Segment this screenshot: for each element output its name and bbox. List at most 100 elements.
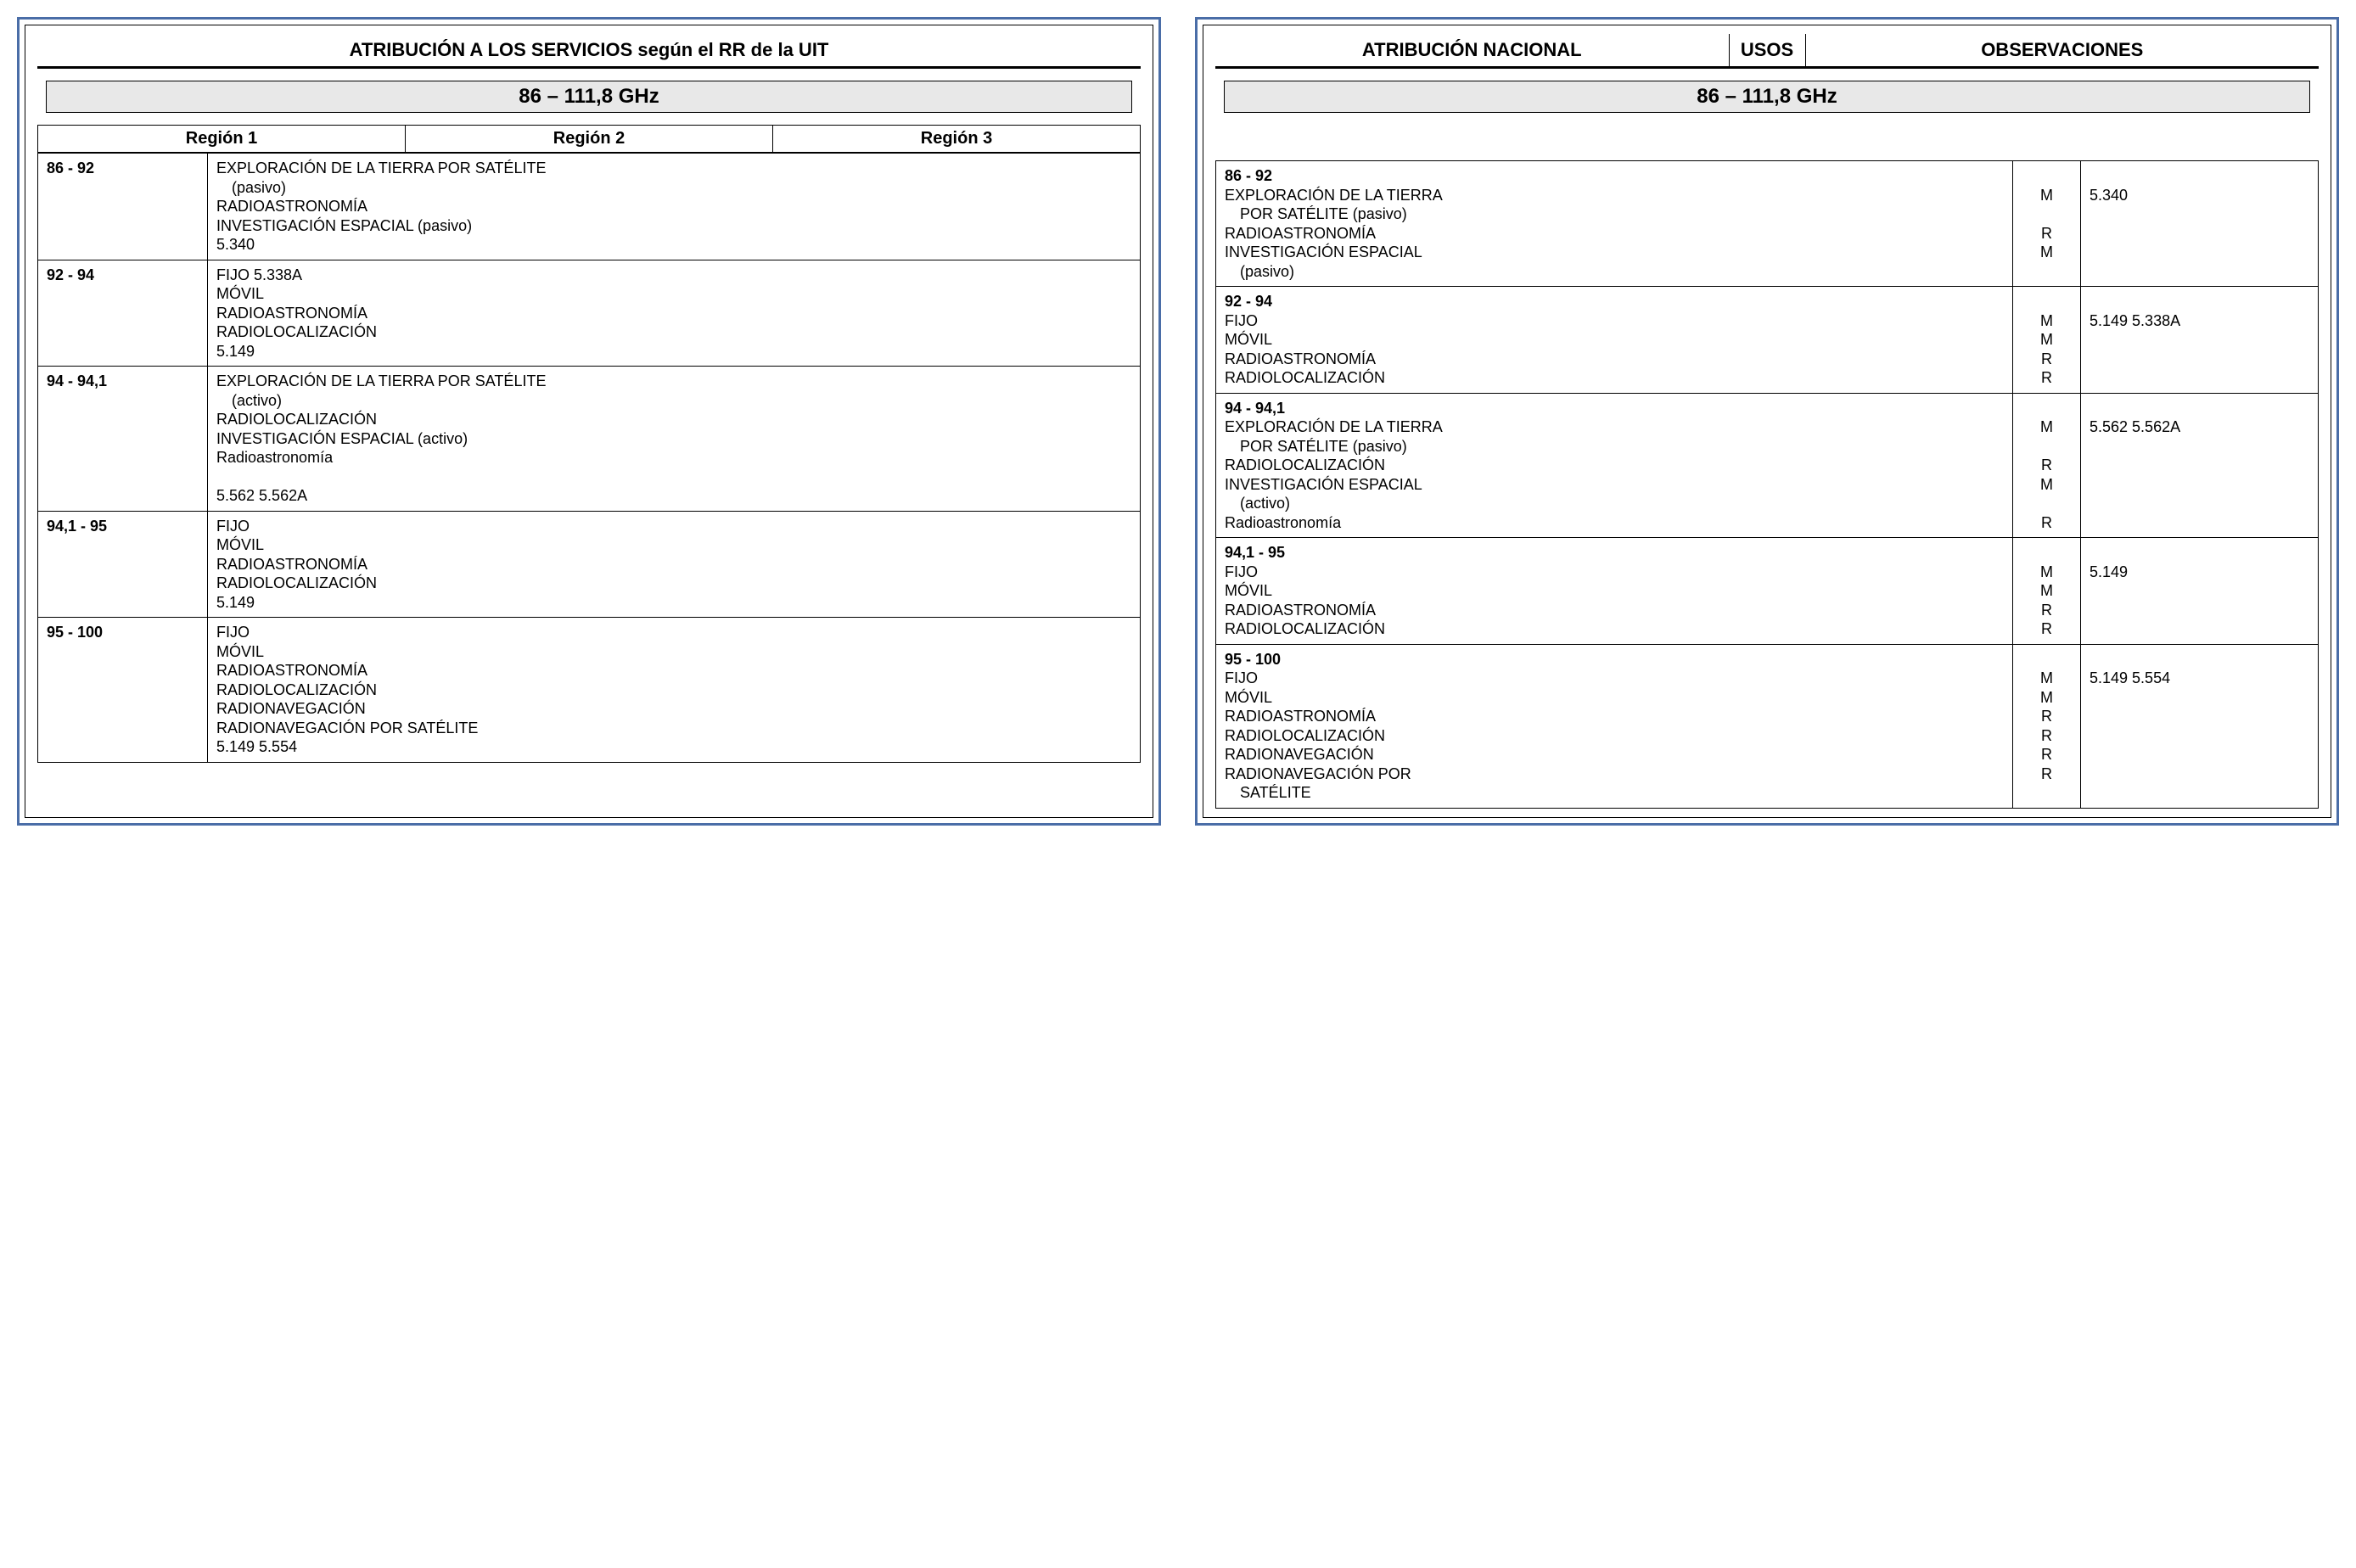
range-label: 95 - 100 — [47, 624, 103, 641]
service-line: RADIOASTRONOMÍA — [216, 555, 1131, 574]
left-range-cell: 95 - 100 — [38, 618, 208, 763]
right-atrib-cell: 94 - 94,1EXPLORACIÓN DE LA TIERRAPOR SAT… — [1216, 393, 2013, 538]
range-label: 86 - 92 — [47, 160, 94, 176]
service-line: RADIOASTRONOMÍA — [216, 661, 1131, 680]
range-label: 94,1 - 95 — [47, 518, 107, 535]
service-line: FIJO — [1225, 311, 2004, 331]
service-line: INVESTIGACIÓN ESPACIAL — [1225, 475, 2004, 495]
left-services-cell: EXPLORACIÓN DE LA TIERRA POR SATÉLITE(ac… — [208, 367, 1141, 512]
usos-value: M — [2040, 563, 2053, 582]
usos-value: R — [2041, 601, 2052, 620]
right-table-row: 86 - 92EXPLORACIÓN DE LA TIERRAPOR SATÉL… — [1216, 161, 2319, 287]
usos-spacer — [2045, 543, 2049, 563]
right-obs-cell: 5.562 5.562A — [2081, 393, 2319, 538]
service-line: Radioastronomía — [216, 448, 1131, 468]
service-line: 5.562 5.562A — [216, 486, 1131, 506]
region-2-header: Región 2 — [406, 126, 773, 152]
obs-value: 5.149 5.554 — [2090, 669, 2309, 688]
service-line: MÓVIL — [1225, 581, 2004, 601]
service-line: (activo) — [1225, 494, 2004, 513]
right-header-row: ATRIBUCIÓN NACIONAL USOS OBSERVACIONES — [1215, 34, 2319, 69]
left-table-row: 95 - 100 FIJOMÓVILRADIOASTRONOMÍARADIOLOC… — [38, 618, 1141, 763]
service-line: MÓVIL — [1225, 330, 2004, 350]
usos-value: M — [2040, 688, 2053, 708]
service-line: RADIONAVEGACIÓN — [1225, 745, 2004, 764]
usos-value: R — [2041, 764, 2052, 784]
right-atrib-cell: 92 - 94FIJOMÓVILRADIOASTRONOMÍARADIOLOCA… — [1216, 287, 2013, 394]
usos-spacer — [2045, 399, 2049, 418]
left-panel: ATRIBUCIÓN A LOS SERVICIOS según el RR d… — [17, 17, 1161, 826]
right-obs-cell: 5.149 5.338A — [2081, 287, 2319, 394]
service-line: 5.149 — [216, 593, 1131, 613]
obs-spacer — [2090, 543, 2309, 563]
service-line — [216, 468, 1131, 487]
usos-value: M — [2040, 669, 2053, 688]
range-label: 94 - 94,1 — [1225, 399, 2004, 418]
service-line: 5.149 — [216, 342, 1131, 361]
left-table-row: 94 - 94,1EXPLORACIÓN DE LA TIERRA POR SA… — [38, 367, 1141, 512]
service-line: RADIOLOCALIZACIÓN — [216, 322, 1131, 342]
service-line: RADIONAVEGACIÓN — [216, 699, 1131, 719]
right-obs-cell: 5.149 5.554 — [2081, 644, 2319, 808]
right-obs-cell: 5.340 — [2081, 161, 2319, 287]
right-table-row: 92 - 94FIJOMÓVILRADIOASTRONOMÍARADIOLOCA… — [1216, 287, 2319, 394]
usos-value — [2045, 204, 2049, 224]
service-line: 5.340 — [216, 235, 1131, 255]
usos-stack: MMRR — [2022, 292, 2072, 388]
service-line: RADIOASTRONOMÍA — [1225, 224, 2004, 244]
usos-value: R — [2041, 224, 2052, 244]
service-line: FIJO — [1225, 669, 2004, 688]
service-line: RADIOLOCALIZACIÓN — [1225, 456, 2004, 475]
usos-spacer — [2045, 292, 2049, 311]
service-line: FIJO — [216, 623, 1131, 642]
service-line: RADIOLOCALIZACIÓN — [1225, 368, 2004, 388]
service-line: EXPLORACIÓN DE LA TIERRA POR SATÉLITE — [216, 372, 1131, 391]
service-line: MÓVIL — [216, 535, 1131, 555]
right-usos-cell: M RM — [2013, 161, 2081, 287]
usos-spacer — [2045, 166, 2049, 186]
usos-value: R — [2041, 456, 2052, 475]
service-line: EXPLORACIÓN DE LA TIERRA — [1225, 417, 2004, 437]
right-panel-inner: ATRIBUCIÓN NACIONAL USOS OBSERVACIONES 8… — [1203, 25, 2331, 818]
service-line: FIJO — [216, 517, 1131, 536]
left-range-cell: 92 - 94 — [38, 260, 208, 367]
right-obs-cell: 5.149 — [2081, 538, 2319, 645]
service-line: RADIOLOCALIZACIÓN — [1225, 619, 2004, 639]
left-header-row: ATRIBUCIÓN A LOS SERVICIOS según el RR d… — [37, 34, 1141, 69]
usos-value: M — [2040, 311, 2053, 331]
usos-value: R — [2041, 707, 2052, 726]
right-header-obs: OBSERVACIONES — [1806, 34, 2320, 66]
right-usos-cell: M RM R — [2013, 393, 2081, 538]
left-range-cell: 94,1 - 95 — [38, 511, 208, 618]
usos-value: R — [2041, 350, 2052, 369]
service-line: RADIOLOCALIZACIÓN — [216, 680, 1131, 700]
range-label: 86 - 92 — [1225, 166, 2004, 186]
left-header-title: ATRIBUCIÓN A LOS SERVICIOS según el RR d… — [37, 34, 1141, 66]
usos-value — [2045, 783, 2049, 803]
usos-spacer — [2045, 650, 2049, 669]
usos-stack: M RM R — [2022, 399, 2072, 533]
obs-spacer — [2090, 650, 2309, 669]
service-line: (pasivo) — [1225, 262, 2004, 282]
obs-value: 5.562 5.562A — [2090, 417, 2309, 437]
service-line: FIJO 5.338A — [216, 266, 1131, 285]
left-panel-inner: ATRIBUCIÓN A LOS SERVICIOS según el RR d… — [25, 25, 1153, 818]
service-line: MÓVIL — [216, 284, 1131, 304]
service-line: RADIOASTRONOMÍA — [216, 197, 1131, 216]
usos-value: M — [2040, 186, 2053, 205]
left-table-row: 92 - 94FIJO 5.338AMÓVILRADIOASTRONOMÍARA… — [38, 260, 1141, 367]
left-table-row: 86 - 92EXPLORACIÓN DE LA TIERRA POR SATÉ… — [38, 154, 1141, 260]
service-line: MÓVIL — [216, 642, 1131, 662]
range-label: 92 - 94 — [1225, 292, 2004, 311]
service-line: (pasivo) — [216, 178, 1131, 198]
usos-stack: MMRR — [2022, 543, 2072, 639]
service-line: EXPLORACIÓN DE LA TIERRA — [1225, 186, 2004, 205]
usos-stack: MMRRRR — [2022, 650, 2072, 803]
service-line: SATÉLITE — [1225, 783, 2004, 803]
region-3-header: Región 3 — [773, 126, 1140, 152]
left-table-row: 94,1 - 95FIJOMÓVILRADIOASTRONOMÍARADIOLO… — [38, 511, 1141, 618]
left-range-cell: 86 - 92 — [38, 154, 208, 260]
service-line: 5.149 5.554 — [216, 737, 1131, 757]
usos-value: M — [2040, 417, 2053, 437]
left-table: 86 - 92 EXPLORACIÓN DE LA TIERRA POR SATÉ… — [37, 153, 1141, 763]
